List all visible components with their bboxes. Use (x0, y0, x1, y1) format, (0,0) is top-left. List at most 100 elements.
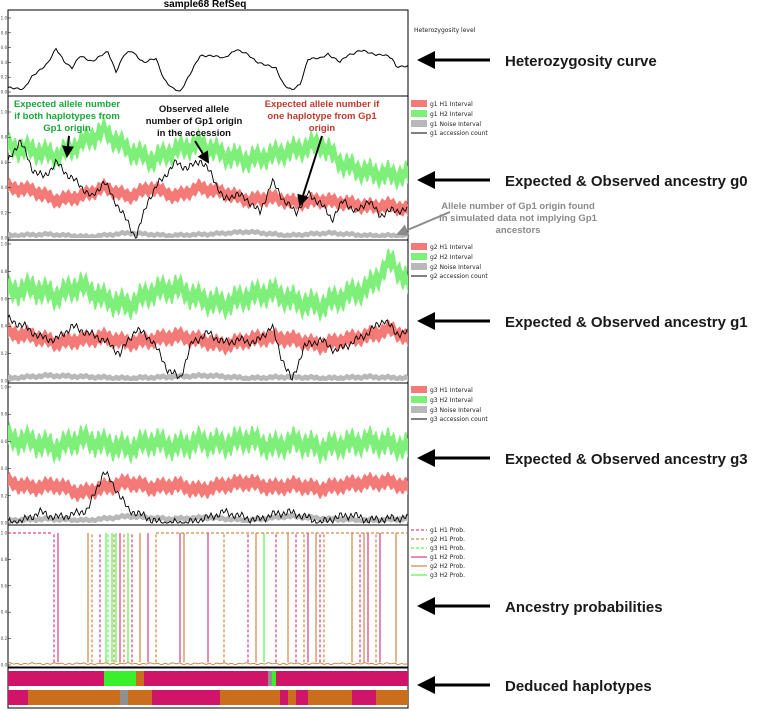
g0-noise-band (8, 228, 408, 238)
g3-tick-label-0: 0.0 (1, 521, 8, 526)
g1-noise-band (8, 371, 408, 381)
g0-tick-label-4: 0.8 (1, 135, 8, 140)
haplotype-row-2-segment-10 (308, 690, 352, 705)
legend-g3-h1-swatch (411, 386, 427, 393)
annotation-one-line-2: one haplotype from Gp1 (267, 111, 377, 122)
legend-prob-g2h2-label: g2 H2 Prob. (430, 563, 465, 570)
annotation-one-line-1: Expected allele number if (265, 99, 380, 110)
callout-text-3: Expected & Observed ancestry g1 (505, 314, 748, 331)
legend-g0-noise-swatch (411, 120, 427, 127)
legend-g1-h2-swatch (411, 253, 427, 260)
g1-h1-band (8, 319, 408, 357)
arrow-both-haplotypes (62, 135, 74, 158)
g0-tick-label-0: 0.0 (1, 236, 8, 241)
annotation-one-haplotype: Expected allele number if one haplotype … (265, 99, 380, 134)
annotation-observed-line-3: in the accession (157, 128, 231, 139)
g1-tick-label-1: 0.2 (1, 351, 8, 356)
haplotype-row-2-segment-4 (128, 690, 152, 705)
haplotype-row-2-segment-8 (288, 690, 296, 705)
prob-bottom-g2h2 (7, 662, 409, 666)
legend-g3-noise-label: g3 Noise Interval (430, 407, 481, 414)
g3-h1-band (8, 471, 408, 502)
legend-heterozygosity: Heterozygosity level (414, 27, 476, 34)
haplotype-row-1-segment-1 (104, 671, 136, 686)
callout-text-2: Expected & Observed ancestry g0 (505, 173, 748, 190)
g1-tick-label-5: 1.0 (1, 242, 8, 247)
legend-g3-h2-label: g3 H2 Interval (430, 397, 473, 404)
haplotype-row-2-segment-7 (280, 690, 288, 705)
haplotype-row-2-segment-9 (296, 690, 308, 705)
g3-tick-label-4: 0.8 (1, 412, 8, 417)
annotation-observed-line-2: number of Gp1 origin (146, 116, 243, 127)
g1-count-line (7, 314, 408, 382)
callout-text-1: Heterozygosity curve (505, 53, 657, 70)
legend-g0: g1 H1 Interval g1 H2 Interval g1 Noise I… (411, 100, 488, 137)
legend-g0-h2-swatch (411, 110, 427, 117)
haplotype-row-2-segment-2 (60, 690, 120, 705)
legend-g0-h1-label: g1 H1 Interval (430, 101, 473, 108)
prob-tick-label-0: 0.0 (1, 663, 8, 668)
haplotype-row-1-segment-5 (268, 671, 272, 686)
g1-tick-label-3: 0.6 (1, 296, 8, 301)
annotation-observed-line-1: Observed allele (159, 104, 229, 115)
callout-text-4: Expected & Observed ancestry g3 (505, 451, 748, 468)
legend-g1-h1-swatch (411, 243, 427, 250)
callout-heterozygosity: Heterozygosity curve (417, 51, 657, 70)
haplotype-row-2-segment-1 (28, 690, 60, 705)
legend-g0-count-label: g1 accession count (430, 130, 488, 137)
haplotype-row-2-segment-0 (8, 690, 28, 705)
annotation-both-line-3: Gp1 origin (43, 123, 91, 134)
legend-g1-count-label: g2 accession count (430, 273, 488, 280)
g3-tick-label-3: 0.6 (1, 439, 8, 444)
het-tick-label-3: 0.6 (1, 45, 8, 50)
prob-tick-label-1: 0.2 (1, 636, 8, 641)
annotation-observed: Observed allele number of Gp1 origin in … (146, 104, 243, 139)
haplotype-row-1-segment-6 (272, 671, 276, 686)
legend-prob-g1h1-label: g1 H1 Prob. (430, 527, 465, 534)
legend-prob-g3h1-label: g3 H1 Prob. (430, 545, 465, 552)
legend-prob-g1h2-label: g1 H2 Prob. (430, 554, 465, 561)
legend-g3: g3 H1 Interval g3 H2 Interval g3 Noise I… (411, 386, 488, 423)
g0-tick-label-2: 0.4 (1, 185, 8, 190)
haplotype-row-1-segment-4 (152, 671, 268, 686)
arrow-noise (396, 211, 451, 236)
callout-g1: Expected & Observed ancestry g1 (417, 312, 748, 331)
annotation-noise-line-3: ancestors (496, 225, 541, 236)
legend-g3-noise-swatch (411, 406, 427, 413)
callout-text-5: Ancestry probabilities (505, 599, 663, 616)
haplotype-row-2-segment-5 (152, 690, 220, 705)
g3-count-line (7, 470, 408, 525)
het-tick-label-5: 1.0 (1, 16, 8, 21)
legend-g1-noise-swatch (411, 263, 427, 270)
callout-g0: Expected & Observed ancestry g0 (417, 171, 748, 190)
haplotype-row-2-segment-12 (376, 690, 408, 705)
legend-g0-noise-label: g1 Noise Interval (430, 121, 481, 128)
chart-title: sample68 RefSeq (164, 0, 247, 10)
annotation-one-line-3: origin (309, 123, 336, 134)
g1-tick-label-2: 0.4 (1, 324, 8, 329)
annotation-noise: Allele number of Gp1 origin found in sim… (439, 201, 598, 236)
g0-h1-band (8, 177, 408, 217)
legend-g3-h1-label: g3 H1 Interval (430, 387, 473, 394)
legend-prob-g3h2-label: g3 H2 Prob. (430, 572, 465, 579)
g3-tick-label-1: 0.2 (1, 493, 8, 498)
g0-tick-label-1: 0.2 (1, 210, 8, 215)
het-tick-label-4: 0.8 (1, 30, 8, 35)
annotation-noise-line-2: in simulated data not implying Gp1 (439, 213, 598, 224)
g0-count-line (7, 139, 408, 239)
haplotype-row-1-segment-0 (8, 671, 104, 686)
het-tick-label-1: 0.2 (1, 75, 8, 80)
het-tick-label-0: 0.0 (1, 90, 8, 95)
prob-tick-label-3: 0.6 (1, 583, 8, 588)
het-tick-label-2: 0.4 (1, 60, 8, 65)
legend-probabilities: g1 H1 Prob. g2 H1 Prob. g3 H1 Prob. g1 H… (411, 527, 465, 579)
panel-heterozygosity-frame (7, 9, 409, 97)
arrow-one-haplotype (297, 135, 323, 207)
haplotype-row-2-segment-6 (220, 690, 280, 705)
g1-tick-label-0: 0.0 (1, 379, 8, 384)
callout-text-6: Deduced haplotypes (505, 678, 652, 695)
g0-tick-label-3: 0.6 (1, 160, 8, 165)
legend-g0-h1-swatch (411, 100, 427, 107)
legend-g1: g2 H1 Interval g2 H2 Interval g2 Noise I… (411, 243, 488, 280)
